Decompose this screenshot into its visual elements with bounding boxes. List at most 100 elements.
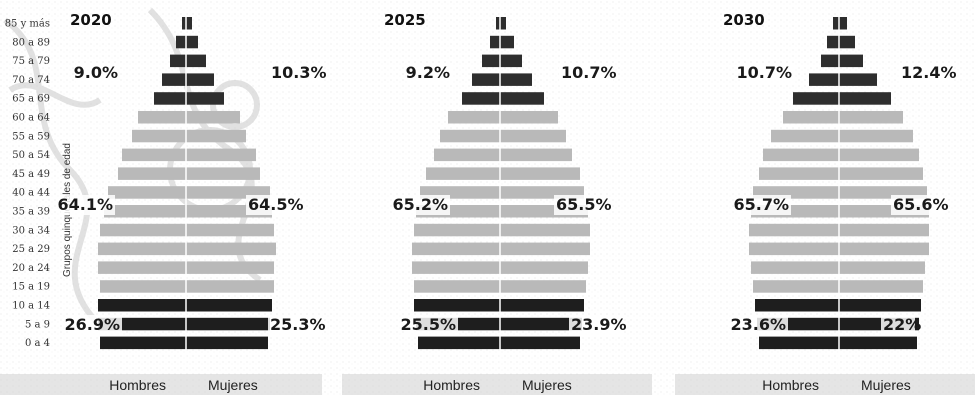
x-label-hombres: Hombres: [423, 377, 480, 393]
bar-hombres: [793, 92, 839, 105]
bar-mujeres: [839, 223, 929, 237]
bar-mujeres: [186, 167, 260, 180]
pct-label-young-hombres: 23.6%: [730, 315, 786, 334]
pct-label-bg: [61, 195, 115, 215]
pct-label-bg: [559, 63, 613, 83]
bar-mujeres: [186, 92, 224, 105]
bar-mujeres: [186, 17, 192, 30]
pct-label-young-hombres: 25.5%: [400, 315, 456, 334]
y-tick-label: 15 a 19: [12, 282, 50, 293]
bar-hombres: [755, 299, 839, 312]
bar-mujeres: [500, 148, 572, 162]
bar-hombres: [448, 111, 500, 124]
bar-mujeres: [839, 167, 923, 180]
bar-hombres: [170, 54, 186, 68]
pyramid-panels: 2020 9.0% 10.3% 64.1% 64.5% 26.9% 25.3% Hombres…: [57, 11, 956, 393]
bar-mujeres: [500, 299, 584, 312]
bar-hombres: [751, 261, 839, 274]
bar-mujeres: [839, 336, 917, 350]
bar-hombres: [414, 223, 500, 237]
bar-mujeres: [186, 317, 270, 331]
pct-label-bg: [734, 315, 788, 335]
footer-band-left: [0, 374, 322, 395]
y-tick-label: 60 a 64: [12, 113, 50, 124]
pct-label-work-mujeres: 64.5%: [248, 195, 304, 214]
bar-mujeres: [500, 317, 582, 331]
bar-mujeres: [186, 129, 246, 143]
bar-mujeres: [186, 73, 214, 86]
pct-label-bg: [396, 195, 450, 215]
bar-hombres: [462, 92, 500, 105]
y-tick-label: 50 a 54: [12, 150, 50, 161]
y-axis-tick-labels: 0 a 4 5 a 9 10 a 14 15 a 19 20 a 24 25 a 29 30…: [5, 19, 50, 350]
bar-hombres: [104, 205, 186, 218]
bar-hombres: [472, 73, 500, 86]
x-label-hombres: Hombres: [762, 377, 819, 393]
pct-label-young-mujeres: 22%: [883, 315, 921, 334]
y-tick-label: 65 a 69: [12, 94, 50, 105]
pct-label-work-hombres: 64.1%: [57, 195, 113, 214]
bar-mujeres: [500, 223, 590, 237]
pct-label-old-hombres: 10.7%: [736, 63, 792, 82]
pct-label-young-hombres: 26.9%: [64, 315, 120, 334]
y-tick-label: 70 a 74: [12, 75, 50, 86]
bar-mujeres: [186, 111, 240, 124]
bar-mujeres: [186, 35, 198, 49]
year-label: 2025: [384, 11, 426, 29]
bar-hombres: [122, 148, 186, 162]
bar-hombres: [827, 35, 839, 49]
pct-label-bg: [569, 315, 623, 335]
bar-mujeres: [839, 54, 863, 68]
bar-hombres: [414, 299, 500, 312]
bar-hombres: [100, 280, 186, 293]
bar-mujeres: [839, 17, 847, 30]
bar-hombres: [434, 148, 500, 162]
bar-hombres: [753, 280, 839, 293]
y-tick-label: 20 a 24: [12, 263, 50, 274]
pct-label-bg: [76, 63, 120, 83]
y-tick-label: 35 a 39: [12, 207, 50, 218]
bar-mujeres: [839, 242, 929, 256]
y-tick-label: 80 a 89: [12, 37, 50, 48]
y-tick-label: 10 a 14: [12, 301, 50, 312]
bar-hombres: [162, 73, 186, 86]
bar-mujeres: [839, 261, 925, 274]
pct-label-young-mujeres: 25.3%: [270, 315, 326, 334]
y-tick-label: 75 a 79: [12, 56, 50, 67]
pct-label-old-mujeres: 12.4%: [901, 63, 957, 82]
bar-hombres: [759, 336, 839, 350]
year-label: 2030: [723, 11, 765, 29]
pct-label-bg: [881, 315, 915, 335]
y-tick-label: 0 a 4: [25, 338, 50, 349]
bar-hombres: [100, 336, 186, 350]
bar-hombres: [412, 242, 500, 256]
y-tick-label: 55 a 59: [12, 131, 50, 142]
bar-hombres: [118, 167, 186, 180]
x-label-mujeres: Mujeres: [861, 377, 911, 393]
bar-mujeres: [186, 280, 274, 293]
footer-band-mid: [342, 374, 652, 395]
y-tick-label: 45 a 49: [12, 169, 50, 180]
bar-hombres: [414, 280, 500, 293]
x-label-hombres: Hombres: [109, 377, 166, 393]
pct-label-work-hombres: 65.7%: [733, 195, 789, 214]
pct-label-old-hombres: 9.2%: [406, 63, 450, 82]
bar-hombres: [763, 148, 839, 162]
bar-mujeres: [500, 336, 580, 350]
pct-label-bg: [737, 195, 791, 215]
bar-hombres: [98, 261, 186, 274]
pct-label-old-hombres: 9.0%: [74, 63, 118, 82]
pct-label-bg: [554, 195, 608, 215]
bar-mujeres: [839, 111, 903, 124]
pct-label-work-hombres: 65.2%: [392, 195, 448, 214]
bar-mujeres: [839, 148, 919, 162]
bar-mujeres: [500, 111, 558, 124]
pyramid-panel-2025: 2025 9.2% 10.7% 65.2% 65.5% 25.5% 23.9% Hombres…: [384, 11, 627, 393]
bar-mujeres: [186, 223, 274, 237]
bar-hombres: [154, 92, 186, 105]
pct-label-work-mujeres: 65.6%: [893, 195, 949, 214]
bar-hombres: [783, 111, 839, 124]
bar-mujeres: [500, 54, 522, 68]
bar-hombres: [771, 129, 839, 143]
